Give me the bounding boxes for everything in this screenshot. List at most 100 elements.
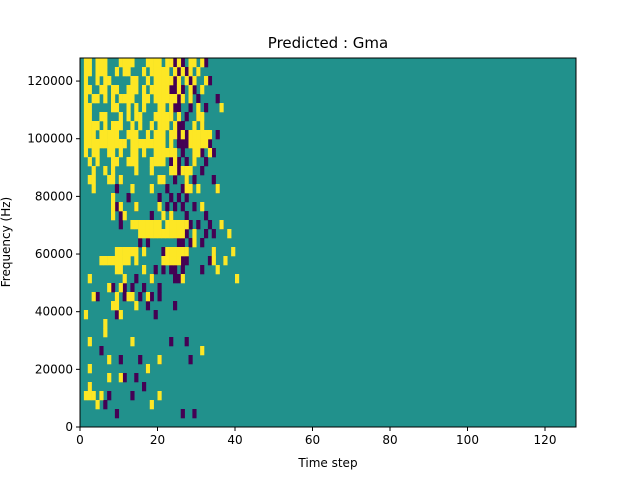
heatmap-cell-high — [111, 202, 116, 212]
heatmap-cell-low — [169, 337, 174, 347]
heatmap-cell-low — [188, 220, 193, 230]
heatmap-cell-high — [91, 292, 96, 302]
heatmap-cell-high — [122, 67, 127, 77]
x-axis: 0 20 40 60 80 100 120 — [76, 427, 556, 447]
heatmap-cell-high — [111, 193, 116, 203]
heatmap-cell-high — [173, 229, 178, 239]
heatmap-cell-low — [176, 130, 182, 140]
heatmap-cell-high — [157, 175, 162, 185]
heatmap-cell-low — [142, 382, 147, 392]
heatmap-cell-high — [204, 139, 209, 149]
heatmap-cell-high — [145, 139, 151, 149]
heatmap-cell-high — [153, 67, 158, 77]
heatmap-cell-high — [83, 121, 89, 131]
heatmap-cell-low — [184, 211, 189, 221]
heatmap-cell-high — [149, 400, 154, 410]
heatmap-cell-low — [200, 238, 205, 248]
heatmap-cell-high — [192, 148, 197, 158]
heatmap-cell-high — [99, 391, 104, 401]
heatmap-cell-low — [111, 283, 116, 293]
heatmap-cell-high — [87, 157, 92, 167]
heatmap-cell-low — [196, 94, 201, 104]
heatmap-cell-low — [114, 409, 120, 419]
heatmap-cell-high — [145, 229, 151, 239]
heatmap-cell-high — [192, 121, 197, 131]
heatmap-cell-high — [111, 121, 116, 131]
heatmap-cell-high — [207, 148, 213, 158]
heatmap-cell-high — [118, 202, 123, 212]
heatmap-cell-low — [192, 175, 197, 185]
heatmap-cell-high — [157, 94, 162, 104]
heatmap-cell-high — [169, 211, 174, 221]
heatmap-cell-high — [103, 58, 108, 68]
heatmap-cell-low — [165, 184, 170, 194]
heatmap-cell-high — [157, 67, 162, 77]
heatmap-cell-high — [118, 148, 123, 158]
heatmap-cell-high — [153, 148, 158, 158]
heatmap-cell-low — [118, 355, 123, 365]
heatmap-cell-low — [176, 121, 182, 131]
heatmap-cell-low — [215, 130, 220, 140]
heatmap-cell-high — [87, 337, 92, 347]
heatmap-cell-high — [161, 211, 166, 221]
heatmap-cell-high — [161, 85, 166, 95]
heatmap-cell-high — [122, 211, 127, 221]
heatmap-cell-low — [138, 355, 143, 365]
heatmap-cell-high — [83, 85, 89, 95]
x-tick-label: 120 — [534, 433, 557, 447]
heatmap-cell-high — [118, 94, 123, 104]
heatmap-cell-high — [173, 220, 178, 230]
heatmap-cell-high — [169, 229, 174, 239]
heatmap-cell-high — [165, 148, 170, 158]
heatmap-cell-high — [103, 67, 108, 77]
heatmap-cell-low — [95, 292, 100, 302]
heatmap-cell-high — [165, 247, 170, 257]
heatmap-cell-high — [176, 112, 182, 122]
heatmap-cell-high — [169, 103, 174, 113]
heatmap-cell-low — [204, 103, 209, 113]
heatmap-cell-high — [153, 58, 158, 68]
heatmap-cell-high — [207, 130, 213, 140]
heatmap-cell-high — [99, 130, 104, 140]
heatmap-cell-high — [200, 130, 205, 140]
heatmap-cell-low — [211, 175, 216, 185]
heatmap-cell-high — [161, 157, 166, 167]
heatmap-cell-low — [173, 76, 178, 86]
heatmap-cell-low — [176, 103, 182, 113]
heatmap-cell-high — [169, 220, 174, 230]
heatmap-cell-high — [165, 94, 170, 104]
heatmap-cell-high — [83, 148, 89, 158]
heatmap-cell-high — [134, 112, 139, 122]
heatmap-cell-low — [180, 121, 185, 131]
heatmap-cell-high — [157, 85, 162, 95]
heatmap-cell-high — [142, 103, 147, 113]
heatmap-cell-low — [153, 310, 158, 320]
heatmap-cell-high — [103, 319, 108, 329]
heatmap-cell-high — [142, 94, 147, 104]
heatmap-cell-high — [83, 139, 89, 149]
heatmap-cell-high — [111, 301, 116, 311]
heatmap-cell-low — [103, 400, 108, 410]
heatmap-cell-high — [118, 256, 123, 266]
heatmap-cell-high — [200, 202, 205, 212]
heatmap-cell-high — [107, 283, 112, 293]
heatmap-cell-high — [134, 301, 139, 311]
heatmap-cell-high — [83, 112, 89, 122]
heatmap-cell-low — [153, 265, 158, 275]
heatmap-cell-high — [134, 85, 139, 95]
heatmap-cell-low — [184, 130, 189, 140]
heatmap-cell-high — [122, 139, 127, 149]
heatmap-cell-high — [165, 256, 170, 266]
heatmap-cell-low — [165, 202, 170, 212]
heatmap-cell-low — [200, 265, 205, 275]
heatmap-cell-high — [134, 139, 139, 149]
heatmap-cell-high — [87, 103, 92, 113]
heatmap-cell-high — [111, 211, 116, 221]
heatmap-cell-high — [87, 121, 92, 131]
heatmap-cell-high — [196, 139, 201, 149]
heatmap-cell-high — [134, 247, 139, 257]
heatmap-cell-high — [95, 67, 100, 77]
heatmap-cell-low — [176, 193, 182, 203]
heatmap-cell-low — [176, 238, 182, 248]
